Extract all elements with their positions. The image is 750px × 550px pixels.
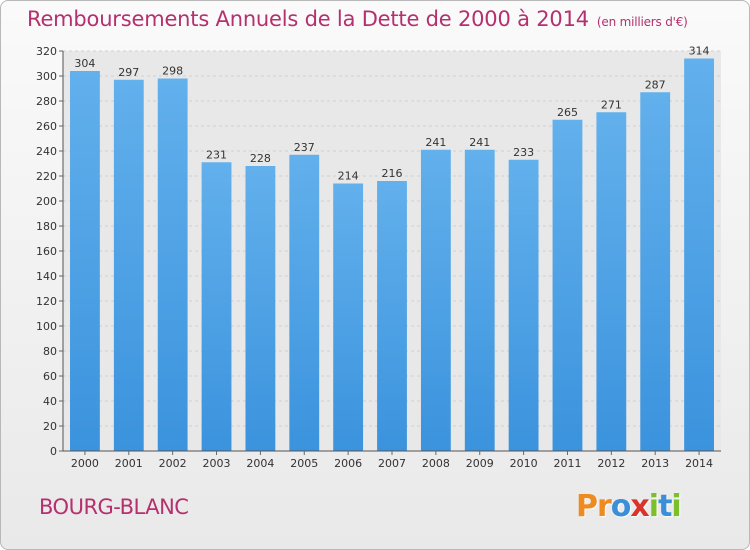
y-tick-label: 100: [36, 320, 57, 333]
x-tick-label: 2003: [203, 457, 231, 470]
proxiti-logo: Proxiti: [576, 489, 682, 524]
y-tick-label: 260: [36, 120, 57, 133]
x-tick-label: 2002: [159, 457, 187, 470]
y-tick-label: 280: [36, 95, 57, 108]
y-tick-label: 80: [43, 345, 57, 358]
bar-value-label: 241: [469, 136, 490, 149]
y-tick-label: 20: [43, 420, 57, 433]
bar: [289, 154, 320, 451]
bar-value-label: 265: [557, 106, 578, 119]
bar: [684, 58, 714, 451]
x-tick-label: 2005: [290, 457, 318, 470]
bar-value-label: 297: [118, 66, 139, 79]
logo-letter: i: [671, 489, 681, 524]
x-tick-label: 2008: [422, 457, 450, 470]
y-tick-label: 60: [43, 370, 57, 383]
bar: [333, 183, 364, 451]
y-tick-label: 180: [36, 220, 57, 233]
bar: [552, 119, 583, 451]
bar: [596, 112, 627, 451]
x-tick-label: 2013: [641, 457, 669, 470]
x-tick-label: 2014: [685, 457, 713, 470]
place-name: BOURG-BLANC: [39, 495, 189, 519]
logo-letter: o: [610, 489, 632, 524]
y-tick-label: 120: [36, 295, 57, 308]
y-tick-label: 300: [36, 70, 57, 83]
bar: [245, 166, 276, 451]
y-tick-label: 0: [50, 445, 57, 458]
bar: [377, 181, 407, 451]
y-tick-label: 140: [36, 270, 57, 283]
bar: [201, 162, 232, 451]
y-tick-label: 40: [43, 395, 57, 408]
x-tick-label: 2011: [553, 457, 581, 470]
chart-subtitle: (en milliers d'€): [596, 15, 688, 29]
bar-value-label: 216: [382, 167, 403, 180]
bar-value-label: 314: [689, 45, 710, 58]
x-tick-label: 2000: [71, 457, 99, 470]
logo-letter: r: [597, 489, 612, 524]
bar: [113, 79, 144, 451]
y-tick-label: 200: [36, 195, 57, 208]
x-tick-label: 2006: [334, 457, 362, 470]
bar: [70, 71, 100, 451]
bar-value-label: 233: [513, 146, 534, 159]
x-tick-label: 2001: [115, 457, 143, 470]
y-tick-label: 160: [36, 245, 57, 258]
x-tick-label: 2010: [510, 457, 538, 470]
bar-value-label: 237: [294, 141, 315, 154]
chart-title-text: Remboursements Annuels de la Dette de 20…: [27, 7, 589, 31]
x-tick-label: 2007: [378, 457, 406, 470]
logo-letter: x: [630, 489, 649, 524]
logo-letter: i: [648, 489, 659, 524]
x-tick-label: 2004: [246, 457, 274, 470]
axes: 0 20 40 60 80 100 120 140 160 180 200 220 240 260 280 3…: [36, 45, 721, 470]
bar-value-label: 287: [645, 78, 666, 91]
bar-value-label: 228: [250, 152, 271, 165]
bar: [464, 149, 495, 451]
bar: [508, 159, 539, 451]
bar-value-label: 231: [206, 148, 227, 161]
logo-letter: t: [658, 489, 672, 524]
x-tick-label: 2012: [597, 457, 625, 470]
y-tick-label: 320: [36, 45, 57, 58]
bar-value-label: 214: [338, 170, 359, 183]
bar-value-label: 271: [601, 98, 622, 111]
bar-value-label: 298: [162, 65, 183, 78]
y-tick-label: 240: [36, 145, 57, 158]
bar-value-label: 241: [425, 136, 446, 149]
chart-title: Remboursements Annuels de la Dette de 20…: [27, 7, 688, 31]
bar: [640, 92, 671, 451]
logo-letter: P: [576, 489, 598, 524]
bar: [420, 149, 451, 451]
bars: [70, 58, 714, 451]
bar: [157, 78, 188, 451]
y-tick-label: 220: [36, 170, 57, 183]
bar-value-label: 304: [74, 57, 95, 70]
x-tick-label: 2009: [466, 457, 494, 470]
